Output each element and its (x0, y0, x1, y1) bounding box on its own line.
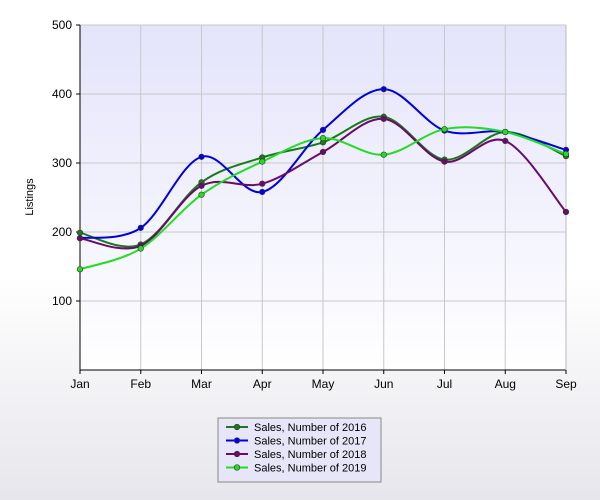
data-point (380, 151, 387, 158)
data-point (76, 266, 84, 273)
y-tick-label: 400 (52, 87, 72, 101)
legend-entry-label: Sales, Number of 2019 (254, 463, 367, 475)
legend-box (217, 417, 382, 483)
data-point (562, 208, 570, 216)
data-point (441, 158, 448, 165)
data-point (76, 235, 84, 242)
x-tick-label: Feb (130, 377, 151, 391)
data-point (380, 115, 387, 122)
legend-swatch-marker (233, 450, 241, 458)
x-tick-label: Aug (495, 377, 516, 391)
x-tick-label: Jun (374, 377, 393, 391)
data-point (502, 128, 509, 136)
x-tick-label: Jan (70, 377, 89, 391)
x-tick-label: Apr (253, 377, 272, 391)
x-tick-label: Sep (555, 377, 577, 391)
y-tick-label: 200 (52, 225, 72, 239)
series-line (79, 88, 567, 240)
x-tick-label: May (312, 377, 335, 391)
data-point (502, 137, 509, 145)
series-group (76, 86, 570, 273)
data-point (198, 153, 205, 160)
data-point (198, 182, 205, 189)
data-point (137, 245, 144, 252)
y-tick-label: 500 (52, 18, 72, 32)
legend-swatch-marker (233, 423, 241, 431)
data-point (259, 180, 266, 187)
series-3 (76, 115, 570, 250)
legend-swatch-marker (233, 464, 241, 471)
y-axis-title: Listings (24, 178, 36, 216)
tick-labels: 100 200 300 400 500 Jan Feb Mar Apr May Jun Jul Aug S… (52, 18, 577, 391)
data-point (259, 188, 266, 196)
series-4 (76, 126, 570, 273)
data-point (259, 158, 266, 165)
legend-swatch-marker (233, 437, 241, 444)
data-point (76, 229, 84, 236)
data-point (137, 224, 144, 231)
data-point (441, 126, 448, 133)
data-point (380, 86, 387, 93)
legend-entry-label: Sales, Number of 2016 (254, 422, 367, 434)
y-tick-label: 100 (52, 294, 72, 308)
legend: Sales, Number of 2016 Sales, Number of 20… (217, 417, 382, 483)
legend-entry-label: Sales, Number of 2018 (254, 449, 367, 461)
data-point (562, 150, 570, 158)
y-tick-label: 300 (52, 156, 72, 170)
data-point (319, 148, 327, 156)
x-tick-label: Mar (191, 377, 212, 391)
data-point (319, 126, 327, 133)
x-tick-label: Jul (437, 377, 452, 391)
data-point (198, 191, 205, 198)
legend-entry-label: Sales, Number of 2017 (254, 436, 367, 448)
data-point (319, 135, 327, 142)
